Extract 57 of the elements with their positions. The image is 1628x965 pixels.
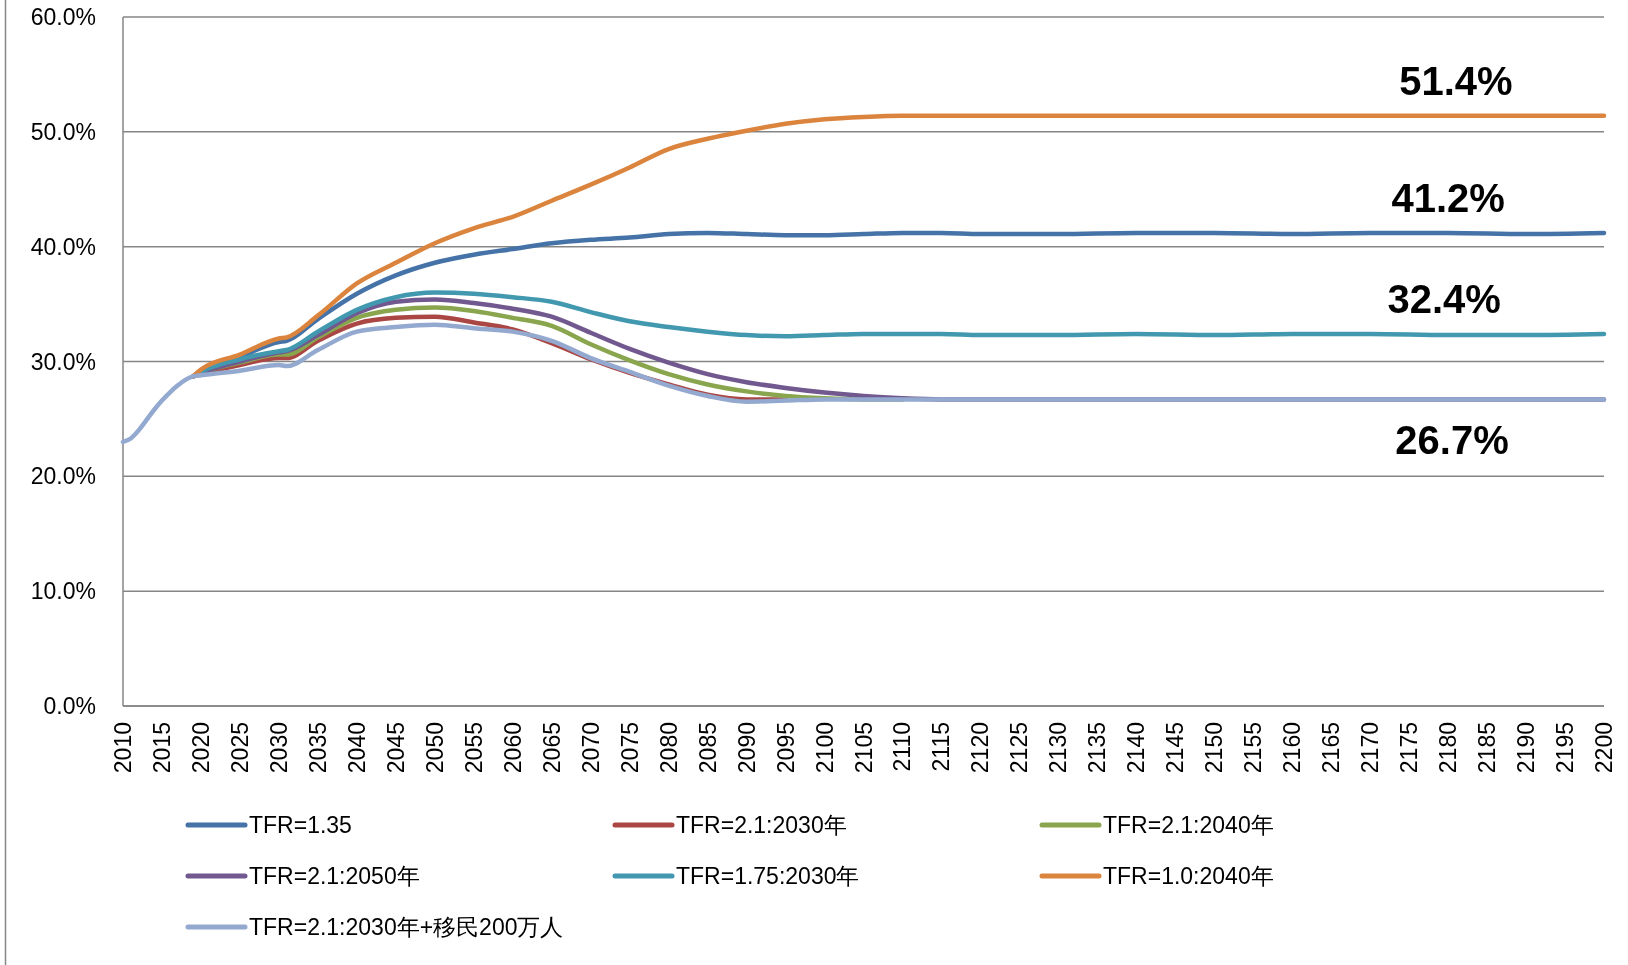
x-tick-label: 2125 (1006, 722, 1033, 774)
x-tick-label: 2020 (187, 722, 214, 774)
x-tick-label: 2085 (694, 722, 721, 774)
legend-label: TFR=2.1:2050年 (249, 863, 420, 889)
annotation: 41.2% (1391, 175, 1505, 220)
legend-label: TFR=2.1:2040年 (1103, 812, 1274, 838)
x-tick-label: 2135 (1084, 722, 1111, 774)
x-tick-label: 2035 (304, 722, 331, 774)
x-tick-label: 2105 (850, 722, 877, 774)
x-tick-label: 2010 (110, 722, 136, 774)
x-tick-label: 2045 (382, 722, 409, 774)
y-tick-label: 20.0% (30, 463, 96, 490)
x-tick-label: 2170 (1357, 722, 1384, 774)
x-tick-label: 2090 (733, 722, 760, 774)
annotation: 26.7% (1395, 418, 1509, 463)
y-tick-label: 60.0% (30, 4, 96, 30)
x-tick-label: 2165 (1318, 722, 1345, 774)
x-tick-label: 2130 (1045, 722, 1072, 774)
legend-label: TFR=1.75:2030年 (676, 863, 860, 889)
x-tick-label: 2200 (1591, 722, 1617, 774)
x-tick-label: 2115 (928, 722, 955, 772)
x-tick-label: 2040 (343, 722, 370, 774)
annotation: 32.4% (1387, 276, 1501, 321)
x-tick-label: 2015 (148, 722, 175, 774)
x-tick-label: 2100 (811, 722, 838, 774)
x-tick-label: 2080 (655, 722, 682, 774)
x-tick-label: 2055 (460, 722, 487, 774)
x-tick-label: 2195 (1552, 722, 1579, 774)
x-tick-label: 2150 (1201, 722, 1228, 774)
x-tick-label: 2175 (1396, 722, 1423, 774)
x-tick-label: 2060 (499, 722, 526, 774)
x-tick-label: 2110 (889, 722, 916, 772)
legend-label: TFR=1.0:2040年 (1103, 863, 1274, 889)
x-tick-label: 2120 (967, 722, 994, 774)
x-tick-label: 2065 (538, 722, 565, 774)
y-tick-label: 10.0% (30, 578, 96, 605)
x-tick-label: 2050 (421, 722, 448, 774)
x-tick-label: 2180 (1435, 722, 1462, 774)
y-tick-label: 0.0% (43, 693, 96, 719)
x-tick-label: 2025 (226, 722, 253, 774)
x-tick-label: 2155 (1240, 722, 1267, 774)
x-tick-label: 2095 (772, 722, 799, 774)
x-tick-label: 2190 (1513, 722, 1540, 774)
x-tick-label: 2160 (1279, 722, 1306, 774)
legend-label: TFR=1.35 (249, 812, 352, 838)
x-tick-label: 2030 (265, 722, 292, 774)
x-tick-label: 2145 (1162, 722, 1189, 774)
y-tick-label: 50.0% (30, 118, 96, 145)
y-tick-label: 40.0% (30, 233, 96, 260)
x-tick-label: 2185 (1474, 722, 1501, 774)
x-tick-label: 2070 (577, 722, 604, 774)
legend-label: TFR=2.1:2030年 (676, 812, 847, 838)
x-tick-label: 2140 (1123, 722, 1150, 774)
legend-label: TFR=2.1:2030年+移民200万人 (249, 914, 564, 940)
annotation: 51.4% (1399, 58, 1513, 103)
x-tick-label: 2075 (616, 722, 643, 774)
y-tick-label: 30.0% (30, 348, 96, 375)
